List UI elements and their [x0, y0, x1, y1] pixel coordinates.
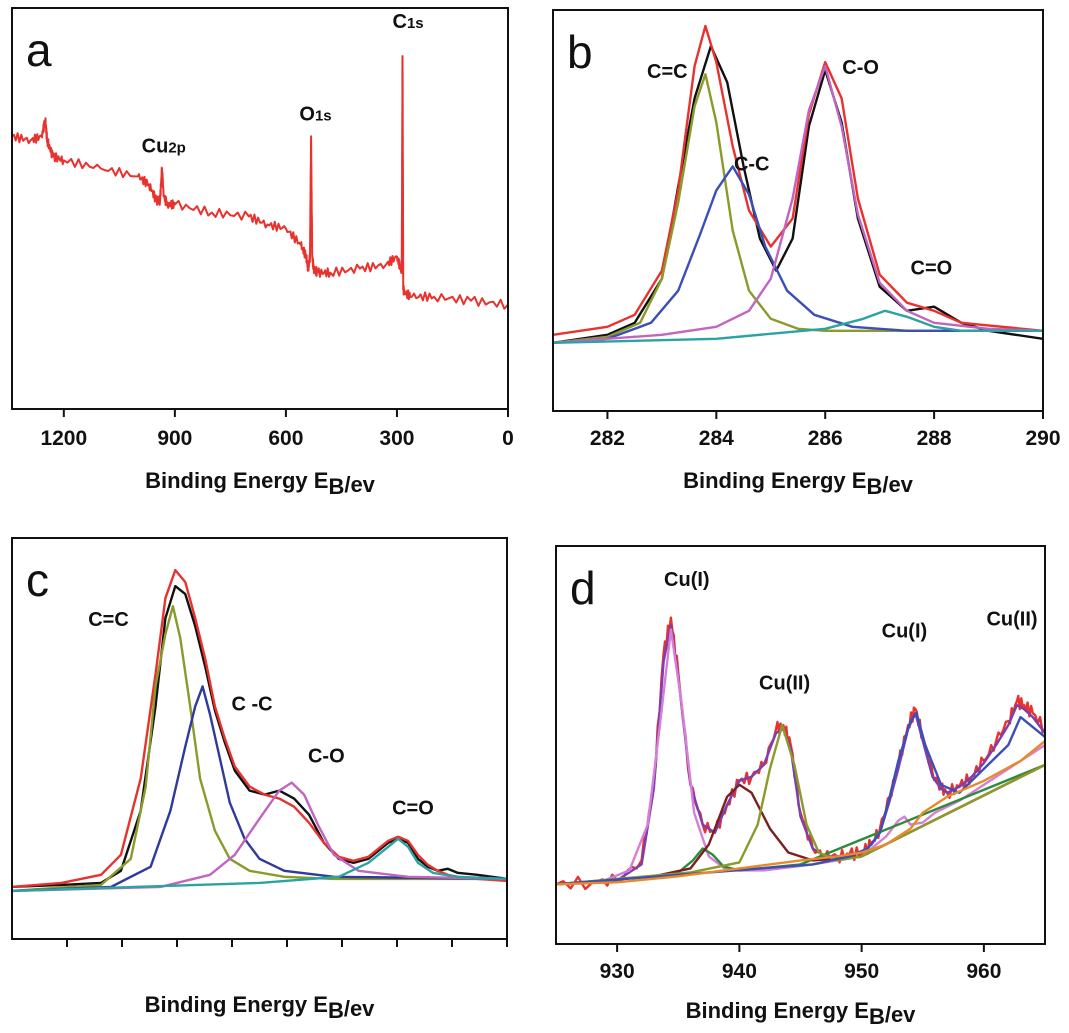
x-axis-label: Binding Energy EB/ev	[145, 992, 376, 1023]
plot-frame	[11, 7, 509, 410]
series-line-d-0	[557, 616, 1044, 891]
plot-frame	[555, 545, 1046, 945]
x-axis-label-main: Binding Energy E	[145, 468, 328, 493]
series-line-c-3	[13, 685, 506, 893]
annotation-element: Cu	[142, 135, 169, 157]
series-group	[557, 616, 1044, 891]
series-line-c-5	[13, 837, 506, 893]
plot-frame	[11, 537, 508, 940]
x-axis-label-main: Binding Energy E	[683, 468, 866, 493]
annotation-element: O	[299, 103, 315, 125]
peak-annotation: C-O	[308, 746, 345, 768]
series-line-c-0	[13, 584, 506, 889]
peak-annotation: C1s	[392, 11, 423, 33]
x-tick-label: 282	[590, 427, 625, 450]
series-line-c-4	[13, 781, 506, 893]
x-tick-label: 900	[157, 427, 192, 450]
x-tick-label: 284	[699, 427, 734, 450]
series-line-c-1	[13, 568, 506, 889]
x-tick-label: 960	[966, 960, 1001, 983]
series-line-b-1	[554, 24, 1042, 336]
x-tick-label: 300	[379, 427, 414, 450]
series-line-d-7	[557, 740, 1044, 886]
x-axis-label: Binding Energy EB/ev	[145, 468, 376, 499]
peak-annotation: C=C	[647, 61, 688, 83]
x-tick-label: 930	[600, 960, 635, 983]
panel-d: 930 940 950 960 Cu(I) Cu(II) Cu(I) Cu(II) d Bindi…	[555, 545, 1046, 1029]
series-line-d-1	[557, 624, 1044, 886]
peak-annotation: O1s	[299, 103, 331, 125]
x-axis-label-unit: /ev	[344, 996, 375, 1021]
x-tick-label: 940	[722, 960, 757, 983]
x-axis-label-unit: /ev	[344, 472, 375, 497]
plot-frame	[552, 9, 1044, 412]
peak-annotation: Cu(II)	[759, 672, 810, 694]
peak-annotation: C=O	[392, 798, 434, 820]
panel-letter: c	[26, 554, 49, 606]
series-line-a-0	[13, 55, 507, 310]
panel-letter: a	[26, 24, 52, 76]
peak-annotation: C -C	[232, 693, 273, 715]
panel-c: C=C C -C C-O C=O c Binding Energy EB/ev	[11, 537, 508, 1023]
series-line-b-0	[554, 44, 1042, 344]
peak-annotation: Cu(II)	[986, 609, 1037, 631]
x-tick-label: 290	[1025, 427, 1060, 450]
series-line-d-2	[557, 628, 1044, 886]
peak-annotation: C=O	[911, 258, 953, 280]
x-axis-label: Binding Energy EB/ev	[683, 468, 914, 499]
x-axis-label-unit: /ev	[885, 1002, 916, 1027]
x-axis-label-main: Binding Energy E	[145, 992, 328, 1017]
annotation-orbital: 1s	[315, 107, 332, 124]
x-axis-label-unit: /ev	[882, 472, 913, 497]
x-tick-label: 0	[502, 427, 514, 450]
x-axis-label-sub: B	[869, 1004, 885, 1029]
series-line-d-5	[557, 723, 1044, 886]
x-tick-label: 286	[808, 427, 843, 450]
series-group	[13, 55, 507, 310]
series-group	[554, 24, 1042, 344]
series-line-b-4	[554, 64, 1042, 344]
x-axis-label: Binding Energy EB/ev	[686, 998, 917, 1029]
series-group	[13, 568, 506, 893]
series-line-d-4	[557, 764, 1044, 886]
x-axis-label-sub: B	[866, 474, 882, 499]
x-tick-label: 1200	[40, 427, 87, 450]
x-axis-label-sub: B	[328, 474, 344, 499]
peak-annotation: Cu(I)	[882, 621, 928, 643]
series-line-b-3	[554, 165, 1042, 344]
x-tick-label: 950	[844, 960, 879, 983]
x-axis-label-main: Binding Energy E	[686, 998, 869, 1023]
panel-letter: d	[570, 562, 596, 614]
panel-letter: b	[567, 26, 593, 78]
annotation-orbital: 1s	[407, 15, 424, 32]
peak-annotation: C-C	[734, 153, 770, 175]
x-tick-label: 600	[268, 427, 303, 450]
x-axis-label-sub: B	[328, 998, 344, 1023]
series-line-b-5	[554, 309, 1042, 344]
peak-annotation: Cu2p	[142, 135, 186, 157]
x-tick-label: 288	[917, 427, 952, 450]
series-line-c-2	[13, 605, 506, 893]
annotation-orbital: 2p	[168, 139, 186, 156]
annotation-element: C	[392, 11, 406, 33]
peak-annotation: Cu(I)	[664, 569, 710, 591]
peak-annotation: C-O	[842, 57, 879, 79]
peak-annotation: C=C	[88, 609, 129, 631]
panel-b: 282 284 286 288 290 C=C C-C C-O C=O b Binding Ener…	[552, 9, 1061, 499]
